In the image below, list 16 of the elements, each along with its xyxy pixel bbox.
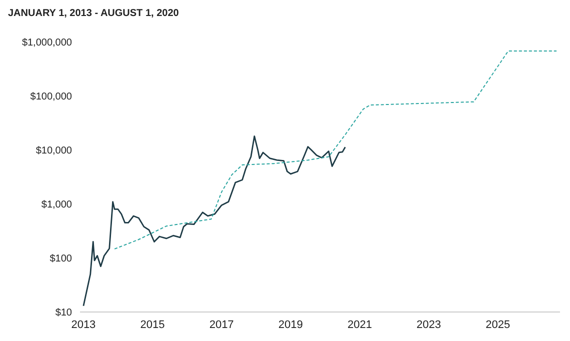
y-tick-label: $10 bbox=[55, 308, 72, 319]
y-tick-label: $1,000 bbox=[41, 200, 72, 211]
line-series bbox=[114, 50, 558, 250]
y-tick-label: $10,000 bbox=[36, 146, 72, 157]
x-tick-label: 2021 bbox=[347, 318, 372, 331]
y-tick-label: $100,000 bbox=[30, 92, 72, 103]
y-tick-label: $1,000,000 bbox=[22, 38, 72, 49]
x-tick-label: 2023 bbox=[416, 318, 442, 331]
line-series bbox=[82, 136, 346, 307]
y-tick-label: $100 bbox=[50, 254, 72, 265]
x-tick-label: 2015 bbox=[140, 318, 165, 331]
x-tick-label: 2025 bbox=[486, 318, 510, 331]
x-tick-label: 2017 bbox=[209, 318, 234, 331]
x-tick-label: 2019 bbox=[278, 318, 303, 331]
x-tick-label: 2013 bbox=[71, 318, 96, 331]
chart-title: JANUARY 1, 2013 - AUGUST 1, 2020 bbox=[8, 8, 180, 21]
